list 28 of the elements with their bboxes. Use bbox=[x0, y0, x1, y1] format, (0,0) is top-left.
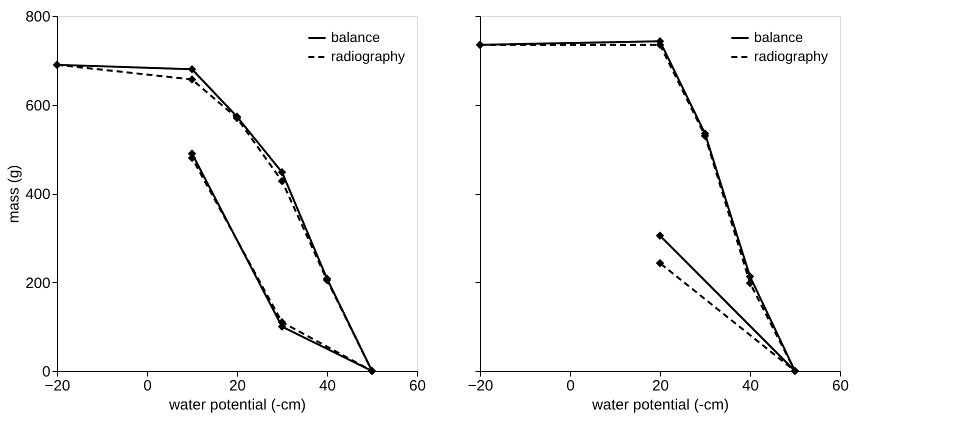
x-tick-label: 40 bbox=[742, 378, 759, 394]
x-tick-label: 20 bbox=[229, 378, 246, 394]
point bbox=[188, 65, 196, 74]
y-axis-title: mass (g) bbox=[5, 164, 22, 224]
x-tick-label: 20 bbox=[652, 378, 669, 394]
x-tick-label: 0 bbox=[566, 378, 575, 394]
x-tick-label: −20 bbox=[44, 378, 70, 394]
point bbox=[656, 258, 664, 268]
legend-label: balance bbox=[331, 29, 380, 45]
y-tick-label: 600 bbox=[25, 97, 50, 114]
y-tick-label: 800 bbox=[25, 8, 50, 26]
point bbox=[278, 168, 286, 176]
point bbox=[278, 176, 286, 186]
x-tick-label: 60 bbox=[832, 378, 849, 394]
y-tick-label: 400 bbox=[25, 186, 50, 203]
legend-label: radiography bbox=[331, 48, 405, 64]
x-tick-label: 0 bbox=[143, 378, 152, 394]
point bbox=[656, 231, 664, 240]
x-tick-label: 60 bbox=[409, 378, 426, 394]
x-tick-label: 40 bbox=[319, 378, 336, 394]
y-tick-label: 0 bbox=[42, 364, 50, 380]
legend-label: balance bbox=[754, 29, 804, 45]
x-axis-title: water potential (-cm) bbox=[168, 396, 306, 414]
x-axis-title: water potential (-cm) bbox=[591, 396, 729, 414]
y-tick-label: 200 bbox=[25, 274, 50, 292]
legend-label: radiography bbox=[754, 48, 828, 64]
x-tick-label: −20 bbox=[468, 378, 494, 394]
point bbox=[188, 75, 196, 84]
